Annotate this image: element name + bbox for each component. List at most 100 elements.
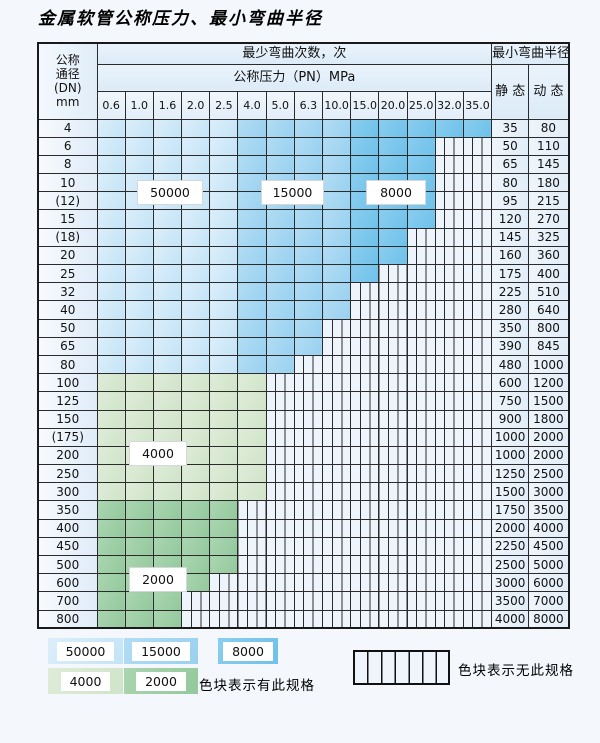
- legend-swatch-label: 15000: [132, 641, 190, 661]
- no-spec-cell: [462, 318, 493, 338]
- no-spec-cell: [434, 482, 464, 502]
- spec-cell-4000-cycles: [181, 445, 211, 466]
- dynamic-radius-cell: 270: [528, 209, 570, 229]
- no-spec-cell: [434, 573, 464, 593]
- spec-cell-4000-cycles: [152, 464, 183, 484]
- dynamic-radius-cell: 3500: [528, 500, 570, 520]
- pressure-column-header: 25.0: [406, 90, 436, 120]
- spec-cell-4000-cycles: [209, 373, 239, 393]
- spec-cell-50000-cycles: [96, 300, 126, 320]
- legend-swatch-label: 50000: [56, 641, 115, 661]
- spec-cell-50000-cycles: [152, 336, 183, 356]
- no-spec-cell: [378, 427, 408, 447]
- legend-swatch-8000: 8000: [218, 638, 278, 664]
- no-spec-cell: [462, 227, 493, 247]
- spec-cell-4000-cycles: [237, 482, 267, 502]
- no-spec-cell: [350, 318, 380, 338]
- spec-cell-50000-cycles: [152, 263, 183, 284]
- spec-cell-2000-cycles: [124, 536, 154, 557]
- no-spec-cell: [237, 554, 267, 575]
- no-spec-cell: [321, 354, 352, 375]
- spec-cell-50000-cycles: [209, 354, 239, 375]
- spec-cell-8000-cycles: [350, 154, 380, 175]
- no-spec-cell: [293, 391, 324, 411]
- table-row: 32 225 510: [37, 282, 570, 302]
- table-row: 80 480 1000: [37, 354, 570, 375]
- static-radius-cell: 750: [491, 391, 530, 411]
- spec-cell-15000-cycles: [237, 154, 267, 175]
- spec-cell-50000-cycles: [209, 336, 239, 356]
- static-radius-cell: 2250: [491, 536, 530, 557]
- table-row: 700 3500 7000: [37, 591, 570, 611]
- spec-cell-50000-cycles: [209, 118, 239, 138]
- no-spec-cell: [321, 609, 352, 629]
- no-spec-cell: [293, 536, 324, 557]
- dn-header-line3: (DN): [53, 81, 82, 96]
- no-spec-cell: [321, 391, 352, 411]
- pressure-column-header: 6.3: [293, 90, 324, 120]
- spec-cell-50000-cycles: [181, 227, 211, 247]
- spec-cell-15000-cycles: [265, 354, 295, 375]
- spec-cell-4000-cycles: [209, 445, 239, 466]
- no-spec-cell: [434, 391, 464, 411]
- no-spec-cell: [406, 300, 436, 320]
- no-spec-cell: [293, 554, 324, 575]
- dynamic-radius-cell: 8000: [528, 609, 570, 629]
- static-radius-cell: 160: [491, 245, 530, 266]
- no-spec-cell: [462, 209, 493, 229]
- no-spec-cell: [265, 427, 295, 447]
- spec-cell-15000-cycles: [293, 154, 324, 175]
- table-row: (18) 145 325: [37, 227, 570, 247]
- spec-cell-50000-cycles: [152, 209, 183, 229]
- no-spec-cell: [462, 154, 493, 175]
- no-spec-cell: [462, 173, 493, 193]
- dn-cell: 800: [37, 609, 98, 629]
- table-row: 200 1000 2000: [37, 445, 570, 466]
- spec-cell-15000-cycles: [265, 263, 295, 284]
- no-spec-cell: [406, 391, 436, 411]
- spec-cell-50000-cycles: [96, 154, 126, 175]
- page-title: 金属软管公称压力、最小弯曲半径: [38, 9, 323, 29]
- no-spec-cell: [406, 536, 436, 557]
- no-spec-cell: [434, 409, 464, 429]
- spec-cell-15000-cycles: [321, 245, 352, 266]
- no-spec-cell: [434, 154, 464, 175]
- spec-cell-50000-cycles: [152, 300, 183, 320]
- spec-cell-50000-cycles: [209, 191, 239, 211]
- no-spec-cell: [265, 554, 295, 575]
- no-spec-cell: [434, 427, 464, 447]
- dynamic-radius-cell: 2000: [528, 427, 570, 447]
- dynamic-radius-cell: 1000: [528, 354, 570, 375]
- static-radius-cell: 1500: [491, 482, 530, 502]
- legend-has-spec-text: 色块表示有此规格: [199, 678, 315, 694]
- no-spec-cell: [462, 573, 493, 593]
- dn-cell: 32: [37, 282, 98, 302]
- spec-cell-8000-cycles: [406, 209, 436, 229]
- spec-cell-15000-cycles: [237, 336, 267, 356]
- spec-cell-15000-cycles: [237, 227, 267, 247]
- dynamic-radius-cell: 4000: [528, 518, 570, 538]
- no-spec-cell: [181, 591, 211, 611]
- no-spec-cell: [434, 554, 464, 575]
- no-spec-cell: [321, 409, 352, 429]
- spec-cell-15000-cycles: [293, 263, 324, 284]
- no-spec-cell: [378, 373, 408, 393]
- dn-cell: 40: [37, 300, 98, 320]
- spec-cell-8000-cycles: [350, 209, 380, 229]
- legend-swatch-50000: 50000: [48, 638, 123, 664]
- dynamic-radius-cell: 1800: [528, 409, 570, 429]
- dynamic-radius-cell: 400: [528, 263, 570, 284]
- no-spec-cell: [434, 318, 464, 338]
- spec-cell-50000-cycles: [96, 336, 126, 356]
- no-spec-cell: [350, 464, 380, 484]
- static-radius-cell: 2500: [491, 554, 530, 575]
- spec-cell-8000-cycles: [378, 118, 408, 138]
- no-spec-cell: [378, 318, 408, 338]
- static-radius-cell: 80: [491, 173, 530, 193]
- no-spec-cell: [378, 409, 408, 429]
- spec-cell-50000-cycles: [152, 118, 183, 138]
- pressure-column-header: 1.6: [152, 90, 183, 120]
- spec-cell-4000-cycles: [96, 409, 126, 429]
- spec-cell-15000-cycles: [293, 227, 324, 247]
- legend-swatch-label: 8000: [223, 641, 273, 661]
